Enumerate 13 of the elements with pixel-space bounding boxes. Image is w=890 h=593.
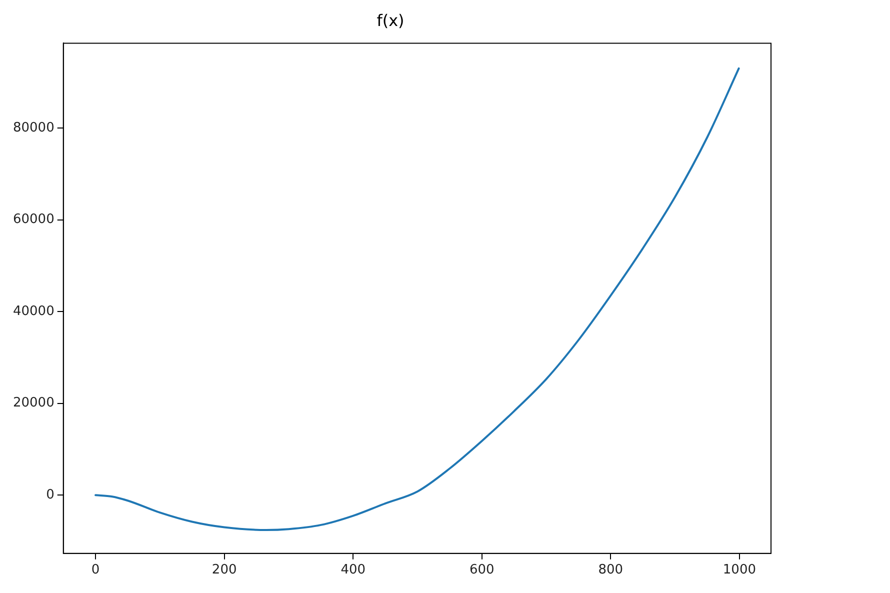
y-tick-label: 40000 <box>12 304 54 319</box>
x-tick-label: 600 <box>469 562 494 578</box>
line-series <box>94 67 740 531</box>
x-tick-label: 800 <box>598 562 624 578</box>
y-tick-label: 60000 <box>12 212 54 228</box>
y-tick-label: 0 <box>46 488 54 503</box>
y-tick-label: 80000 <box>12 120 54 136</box>
x-tick-label: 200 <box>212 562 237 578</box>
x-tick-label: 1000 <box>722 562 756 578</box>
y-tick-label: 20000 <box>12 396 54 411</box>
x-tick-label: 0 <box>91 562 100 578</box>
chart-title: f(x) <box>376 10 404 30</box>
x-tick-label: 400 <box>340 562 366 578</box>
